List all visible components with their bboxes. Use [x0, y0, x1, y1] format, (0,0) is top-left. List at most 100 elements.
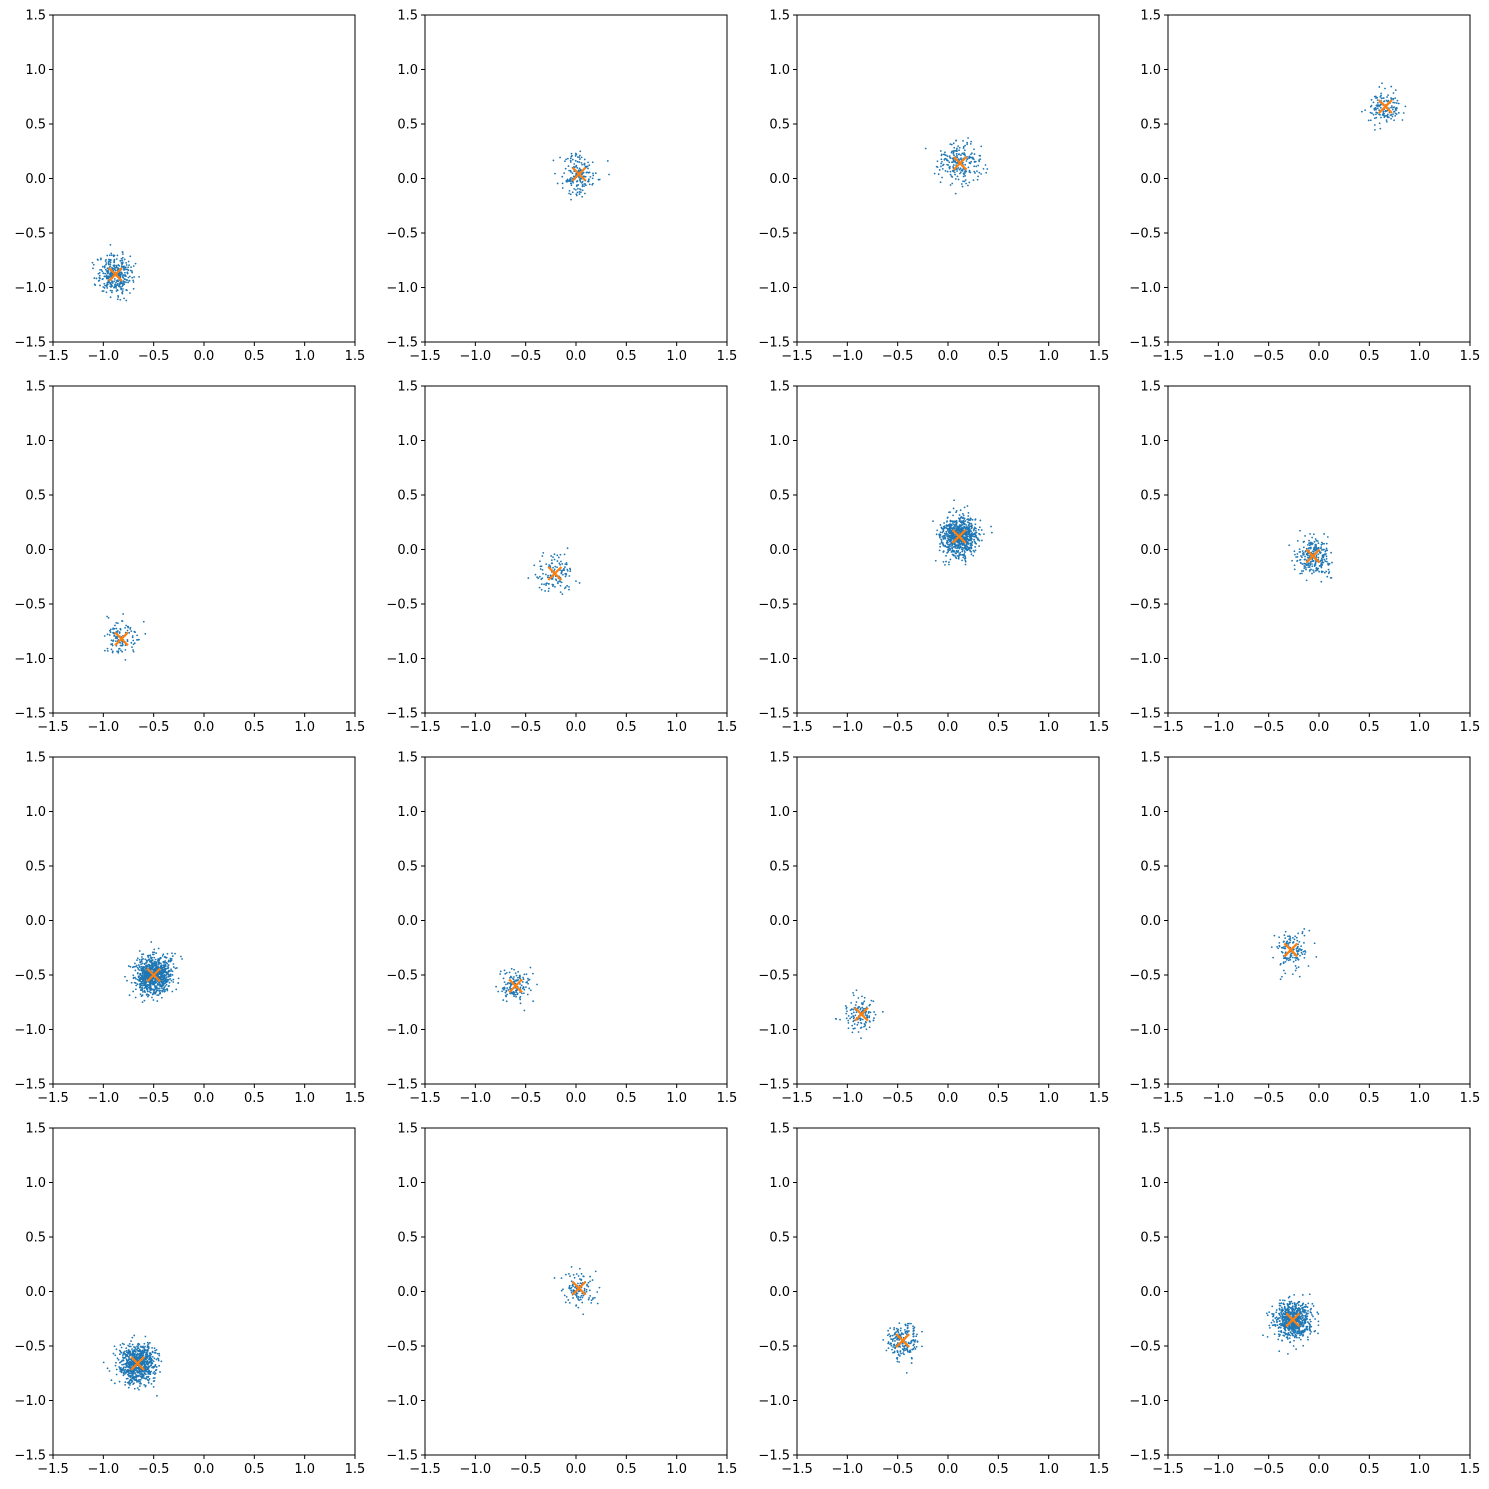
scatter-point	[968, 161, 971, 164]
scatter-point	[533, 564, 536, 567]
scatter-point	[945, 530, 948, 533]
scatter-point	[953, 550, 956, 553]
scatter-point	[1304, 565, 1306, 568]
scatter-point	[137, 1374, 140, 1377]
scatter-point	[127, 626, 130, 629]
scatter-point	[1308, 546, 1311, 549]
scatter-point	[147, 973, 150, 976]
scatter-point	[1294, 959, 1297, 962]
scatter-point	[1376, 112, 1379, 114]
scatter-point	[1309, 543, 1312, 546]
scatter-point	[142, 968, 145, 970]
scatter-point	[950, 151, 953, 154]
y-tick-label: −0.5	[1129, 969, 1161, 984]
scatter-point	[566, 569, 569, 572]
scatter-point	[945, 541, 948, 544]
scatter-point	[1307, 544, 1309, 546]
x-tick-label: 0.0	[566, 720, 587, 735]
scatter-point	[972, 533, 975, 535]
scatter-point	[951, 161, 954, 164]
scatter-point	[1325, 570, 1328, 573]
scatter-point	[155, 964, 158, 967]
center-marker	[146, 967, 161, 983]
scatter-point	[963, 522, 966, 525]
scatter-point	[1301, 931, 1304, 933]
scatter-point	[944, 169, 947, 172]
y-tick-label: 1.5	[769, 751, 790, 766]
scatter-point	[963, 153, 966, 155]
scatter-point	[1311, 572, 1313, 575]
scatter-point	[509, 985, 512, 988]
scatter-point	[143, 980, 145, 983]
scatter-point	[170, 968, 172, 971]
scatter-point	[568, 1284, 571, 1287]
subplot-11: −1.5 −1.0 −0.5 0.0 0.5 1.0 1.5−1.5−1.0−0.50.00…	[758, 751, 1109, 1107]
scatter-point	[150, 1364, 153, 1367]
scatter-point	[120, 262, 123, 264]
scatter-point	[847, 1019, 850, 1022]
scatter-point	[592, 1297, 594, 1299]
x-tick-label: −1.0	[460, 349, 492, 364]
scatter-point	[119, 641, 121, 644]
scatter-point	[158, 990, 161, 992]
scatter-point	[1311, 536, 1314, 539]
scatter-point	[171, 952, 173, 955]
scatter-point	[148, 1356, 151, 1358]
scatter-point	[141, 953, 143, 956]
scatter-point	[518, 976, 521, 979]
x-tick-label: 1.0	[1038, 720, 1059, 735]
scatter-point	[576, 180, 578, 183]
scatter-point	[857, 1031, 860, 1033]
scatter-point	[507, 989, 510, 991]
scatter-point	[1290, 952, 1293, 955]
scatter-point	[151, 1346, 153, 1349]
scatter-point	[1378, 109, 1381, 112]
scatter-point	[1309, 561, 1312, 563]
scatter-point	[1303, 567, 1306, 570]
scatter-point	[1323, 533, 1326, 535]
scatter-point	[580, 1279, 583, 1282]
scatter-point	[570, 1280, 573, 1283]
scatter-point	[846, 1010, 848, 1013]
scatter-point	[125, 624, 128, 627]
scatter-point	[958, 528, 961, 530]
scatter-point	[116, 1357, 119, 1360]
scatter-point	[1391, 108, 1394, 111]
scatter-point	[122, 613, 125, 615]
scatter-point	[873, 1017, 875, 1019]
scatter-point	[152, 1380, 155, 1383]
scatter-point	[132, 649, 134, 651]
scatter-point	[972, 158, 975, 161]
scatter-point	[1329, 577, 1332, 579]
scatter-point	[947, 530, 950, 532]
scatter-point	[951, 169, 954, 172]
scatter-point	[124, 626, 126, 629]
scatter-point	[147, 995, 149, 998]
scatter-point	[949, 173, 952, 176]
scatter-point	[1292, 941, 1295, 943]
scatter-point	[143, 974, 146, 977]
scatter-point	[103, 282, 106, 285]
scatter-point	[854, 1014, 857, 1017]
scatter-point	[563, 567, 565, 570]
scatter-point	[115, 1348, 118, 1351]
y-tick-label: −1.5	[14, 707, 46, 722]
scatter-point	[867, 1012, 870, 1014]
scatter-points	[495, 966, 538, 1012]
scatter-point	[513, 968, 515, 971]
scatter-point	[915, 1335, 918, 1338]
scatter-point	[1303, 540, 1306, 543]
scatter-point	[146, 990, 149, 993]
x-tick-label: 0.5	[244, 720, 265, 735]
scatter-point	[579, 188, 582, 191]
scatter-point	[1391, 115, 1394, 118]
x-tick-label: 0.0	[194, 349, 215, 364]
x-tick-label: 0.5	[988, 1091, 1009, 1106]
scatter-point	[132, 1376, 135, 1378]
scatter-point	[969, 536, 971, 539]
scatter-point	[976, 178, 979, 181]
subplot-5: −1.5 −1.0 −0.5 0.0 0.5 1.0 1.5−1.5−1.0−0.50.00…	[14, 380, 365, 736]
scatter-point	[950, 143, 953, 146]
scatter-point	[147, 1345, 149, 1348]
scatter-point	[122, 1363, 125, 1366]
